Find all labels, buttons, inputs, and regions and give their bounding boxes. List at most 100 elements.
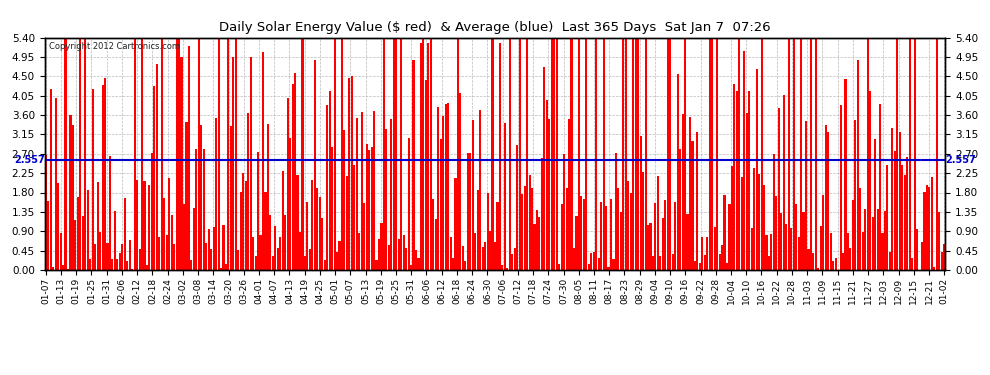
Bar [666,38,669,270]
Bar [408,138,410,270]
Bar [605,206,607,270]
Bar [254,256,256,270]
Bar [205,243,207,270]
Bar [904,175,906,270]
Bar [353,165,355,270]
Bar [193,208,195,270]
Bar [311,180,314,270]
Bar [198,38,200,270]
Bar [711,38,713,270]
Bar [476,190,479,270]
Bar [686,214,689,270]
Bar [262,53,264,270]
Bar [575,216,577,270]
Bar [914,38,916,270]
Bar [869,91,871,270]
Bar [134,38,136,270]
Bar [390,119,392,270]
Bar [820,226,822,270]
Bar [613,258,615,270]
Bar [763,185,765,270]
Bar [830,233,832,270]
Bar [289,138,291,270]
Bar [321,218,324,270]
Bar [126,261,129,270]
Bar [550,38,552,270]
Bar [252,237,254,270]
Bar [326,105,329,270]
Bar [934,267,936,270]
Bar [443,116,445,270]
Bar [741,177,742,270]
Bar [570,38,572,270]
Bar [750,228,752,270]
Bar [555,38,557,270]
Bar [363,204,365,270]
Bar [924,192,926,270]
Bar [67,269,69,270]
Bar [886,165,888,270]
Bar [800,38,802,270]
Bar [623,38,625,270]
Bar [165,235,167,270]
Bar [871,217,874,270]
Bar [842,254,844,270]
Bar [833,261,835,270]
Bar [901,165,903,270]
Bar [939,213,940,270]
Bar [84,38,86,270]
Bar [215,118,217,270]
Bar [462,246,464,270]
Bar [536,210,538,270]
Bar [620,212,622,270]
Bar [69,115,71,270]
Bar [292,84,294,270]
Bar [64,38,66,270]
Bar [593,252,595,270]
Bar [548,119,550,270]
Bar [388,245,390,270]
Bar [568,119,570,270]
Bar [94,244,96,270]
Bar [625,38,627,270]
Bar [618,188,620,270]
Bar [116,259,119,270]
Bar [150,153,153,270]
Bar [257,152,259,270]
Bar [314,60,316,270]
Bar [849,248,851,270]
Bar [603,38,605,270]
Bar [929,187,931,270]
Bar [92,89,94,270]
Bar [753,168,755,270]
Bar [931,177,933,270]
Bar [899,132,901,270]
Bar [104,78,106,270]
Bar [355,118,357,270]
Bar [780,213,782,270]
Bar [238,250,240,270]
Bar [790,228,792,270]
Bar [467,153,469,270]
Bar [77,198,79,270]
Bar [155,64,157,270]
Bar [706,237,708,270]
Bar [195,148,197,270]
Bar [109,156,111,270]
Bar [348,78,350,270]
Bar [45,155,47,270]
Bar [815,38,817,270]
Bar [489,231,491,270]
Bar [365,144,367,270]
Bar [652,256,654,270]
Bar [294,72,296,270]
Bar [208,228,210,270]
Bar [373,111,375,270]
Bar [139,249,141,270]
Bar [358,233,360,270]
Bar [74,220,76,270]
Bar [828,132,830,270]
Bar [909,38,911,270]
Bar [778,108,780,270]
Bar [220,268,222,270]
